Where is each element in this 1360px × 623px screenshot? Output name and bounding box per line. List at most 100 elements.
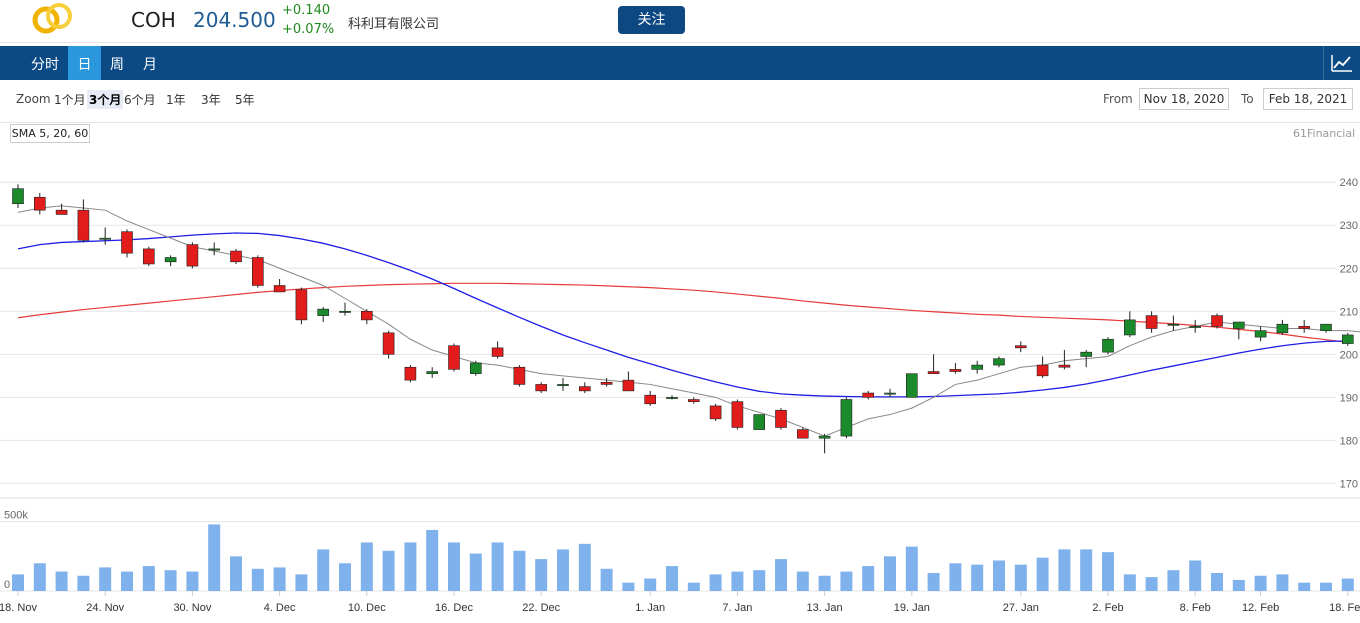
volume-bar	[317, 549, 330, 591]
tab-daily[interactable]: 日	[68, 46, 101, 80]
follow-button[interactable]: 关注	[618, 6, 685, 34]
candle-body	[1102, 338, 1114, 353]
volume-bar	[905, 546, 918, 591]
to-date-input[interactable]: Feb 18, 2021	[1263, 88, 1353, 110]
candle-body	[666, 397, 678, 399]
price-tick-label: 230	[1340, 220, 1358, 232]
x-tick-label: 19. Jan	[894, 602, 930, 614]
x-tick-label: 12. Feb	[1242, 602, 1279, 614]
toolbar-divider	[0, 122, 1360, 123]
volume-bar	[927, 572, 940, 591]
company-logo-icon	[32, 3, 72, 34]
x-tick-label: 22. Dec	[522, 602, 560, 614]
last-price: 204.500	[193, 8, 276, 32]
candle-body	[33, 196, 46, 211]
candle-body	[1080, 351, 1092, 357]
candle-body	[709, 405, 722, 420]
zoom-6m-button[interactable]: 6个月	[124, 93, 156, 107]
volume-bar	[99, 567, 112, 591]
x-tick-label: 4. Dec	[264, 602, 296, 614]
x-tick-label: 18. Feb	[1329, 602, 1360, 614]
volume-bar	[1080, 549, 1093, 591]
zoom-1y-button[interactable]: 1年	[166, 93, 186, 107]
volume-bar	[731, 571, 744, 591]
candle-body	[360, 310, 373, 321]
volume-bar	[535, 559, 548, 591]
volume-bar	[469, 553, 482, 591]
candle-body	[186, 244, 199, 267]
volume-bar	[1341, 578, 1354, 591]
chart-credit: 61Financial	[1293, 127, 1356, 140]
tab-weekly[interactable]: 周	[110, 57, 124, 73]
zoom-3m-button[interactable]: 3个月	[87, 90, 124, 109]
volume-bar	[622, 582, 635, 591]
candle-body	[1014, 345, 1027, 349]
volume-bar	[1320, 582, 1332, 591]
candle-body	[121, 231, 133, 254]
candle-body	[535, 384, 548, 392]
price-tick-label: 180	[1340, 435, 1358, 447]
candle-body	[1342, 334, 1354, 344]
volume-bar	[33, 563, 46, 591]
volume-bar	[12, 574, 24, 591]
volume-bar	[1254, 575, 1267, 591]
candle-body	[557, 384, 569, 386]
candle-body	[404, 366, 417, 381]
from-date-input[interactable]: Nov 18, 2020	[1139, 88, 1229, 110]
price-tick-label: 190	[1340, 392, 1358, 404]
tab-intraday[interactable]: 分时	[31, 57, 59, 73]
volume-bar	[295, 574, 308, 591]
candle-body	[491, 347, 504, 357]
volume-bar	[1298, 582, 1311, 591]
x-tick-label: 16. Dec	[435, 602, 473, 614]
volume-bar	[862, 566, 875, 591]
tab-monthly[interactable]: 月	[143, 57, 157, 73]
candle-body	[99, 237, 111, 240]
x-tick-label: 24. Nov	[86, 602, 124, 614]
volume-bar	[687, 582, 700, 591]
volume-bar	[382, 550, 395, 591]
volume-bar	[426, 529, 439, 591]
zoom-3y-button[interactable]: 3年	[201, 93, 221, 107]
sma-20-line	[17, 232, 1348, 398]
volume-bar	[360, 542, 373, 591]
volume-bar	[164, 570, 177, 591]
candle-body	[77, 209, 90, 241]
sma-5-line	[17, 205, 1360, 437]
volume-bar	[491, 542, 504, 591]
price-tick-label: 170	[1340, 478, 1358, 490]
candle-body	[818, 435, 831, 439]
x-tick-label: 13. Jan	[807, 602, 843, 614]
candle-body	[884, 392, 896, 395]
price-tick-label: 240	[1340, 177, 1358, 189]
volume-bar	[448, 542, 460, 591]
candle-body	[578, 386, 591, 392]
volume-bar	[840, 571, 853, 591]
ticker-symbol: COH	[131, 8, 176, 32]
volume-bar	[666, 566, 678, 591]
top-bar: COH 204.500 +0.140 +0.07% 科利耳有限公司 关注	[0, 0, 1360, 43]
price-change: +0.140	[282, 3, 331, 18]
candle-body	[905, 373, 918, 398]
candle-body	[230, 250, 242, 263]
candle-body	[295, 289, 308, 321]
x-tick-label: 27. Jan	[1003, 602, 1039, 614]
volume-bar	[404, 542, 417, 591]
candle-body	[1320, 323, 1332, 331]
candle-body	[426, 371, 439, 374]
candle-body	[513, 366, 526, 385]
candle-body	[252, 257, 264, 286]
volume-bar	[1014, 564, 1027, 591]
candle-body	[469, 362, 482, 374]
zoom-5y-button[interactable]: 5年	[235, 93, 255, 107]
price-change-percent: +0.07%	[282, 22, 335, 37]
from-label: From	[1103, 92, 1133, 106]
candle-body	[971, 364, 984, 370]
candle-body	[143, 248, 155, 265]
zoom-1m-button[interactable]: 1个月	[54, 93, 86, 107]
volume-bar	[971, 564, 984, 591]
line-chart-button[interactable]	[1323, 46, 1360, 80]
candle-body	[644, 394, 657, 405]
x-tick-label: 18. Nov	[0, 602, 37, 614]
candle-body	[600, 381, 613, 385]
